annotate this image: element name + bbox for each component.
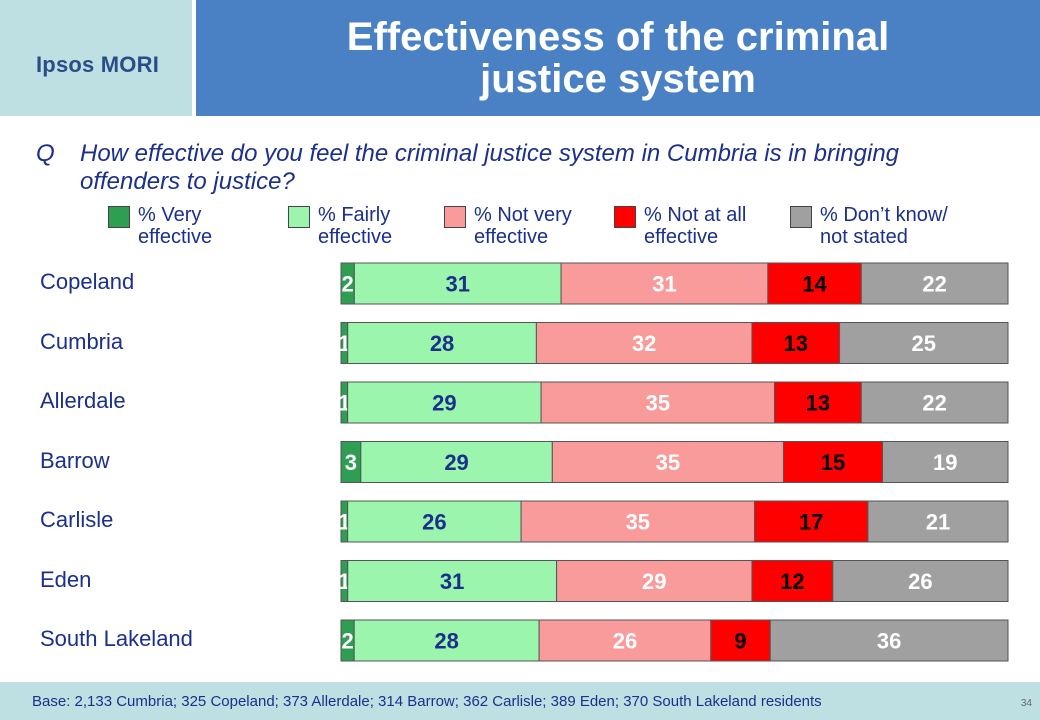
bar-segment [882,441,1009,483]
bar-segment [832,560,1009,602]
bar-segment [860,262,1009,305]
bar-segment [867,500,1009,543]
data-label: 35 [646,391,670,416]
question-text: How effective do you feel the criminal j… [80,140,900,195]
bar-segment [782,441,884,483]
region-label: South Lakeland [40,626,193,651]
bar-segment [839,322,1009,364]
bar-segment [347,560,558,602]
bar-segment [360,441,553,483]
base-note: Base: 2,133 Cumbria; 325 Copeland; 373 A… [32,693,822,710]
data-label: 26 [613,629,637,654]
bar-segment [347,500,522,543]
data-label: 13 [806,391,830,416]
data-label: 28 [430,331,454,356]
data-label: 35 [626,510,650,535]
data-label: 31 [445,272,469,297]
ipsos-mori-logo: Ipsos MORI [36,52,160,77]
bar-segment [347,381,542,424]
data-label: 9 [734,629,746,654]
data-label: 26 [908,569,932,594]
title-banner: Effectiveness of the criminal justice sy… [196,0,1040,116]
region-label: Copeland [40,269,135,294]
footer-bar: Base: 2,133 Cumbria; 325 Copeland; 373 A… [0,682,1040,720]
data-label: 29 [432,391,456,416]
bar-segment [860,381,1009,424]
region-label: Carlisle [40,507,114,532]
bar-segment [751,560,834,602]
bar-segment [710,619,771,662]
page-title: Effectiveness of the criminal justice sy… [346,15,890,101]
bar-segment [538,619,712,662]
data-label: 17 [799,510,823,535]
legend-swatch [288,206,310,228]
logo-panel: Ipsos MORI [0,0,192,116]
bar-segment [751,322,841,364]
data-label: 31 [440,569,464,594]
region-label: Cumbria [40,328,124,354]
data-label: 32 [632,331,656,356]
data-label: 21 [926,510,950,535]
bar-segment [540,381,776,424]
data-label: 3 [345,450,357,475]
data-label: 2 [342,272,354,297]
data-label: 36 [877,629,901,654]
bar-segment [769,619,1009,662]
legend-swatch [790,206,812,228]
data-label: 28 [434,629,458,654]
legend-swatch [444,206,466,228]
bar-segment [353,262,562,305]
legend-label: % Fairly effective [318,204,393,248]
legend-label: % Not at all effective [644,204,747,248]
bar-segment [556,560,753,602]
data-label: 14 [802,272,827,297]
bar-segment [767,262,862,305]
data-label: 31 [652,272,676,297]
data-label: 26 [422,510,446,535]
legend-swatch [108,206,130,228]
data-label: 12 [780,569,804,594]
data-label: 22 [922,272,946,297]
question-marker: Q [36,140,55,167]
data-label: 22 [922,391,946,416]
legend-swatch [614,206,636,228]
page-number: 34 [1020,698,1032,709]
region-label: Eden [40,566,92,592]
data-label: 25 [912,331,936,356]
data-label: 13 [784,331,808,356]
legend-label: % Don’t know/ not stated [820,204,948,248]
region-label: Allerdale [40,388,126,413]
bar-segment [520,500,756,543]
legend-label: % Very effective [138,204,213,248]
data-label: 2 [341,629,353,654]
data-label: 19 [933,450,957,475]
bar-segment [353,619,540,662]
region-label: Barrow [40,447,110,473]
data-label: 35 [656,450,680,475]
data-label: 29 [444,450,468,475]
legend-label: % Not very effective [474,204,572,248]
bar-segment [754,500,869,543]
data-label: 29 [642,569,666,594]
data-label: 15 [821,450,845,475]
